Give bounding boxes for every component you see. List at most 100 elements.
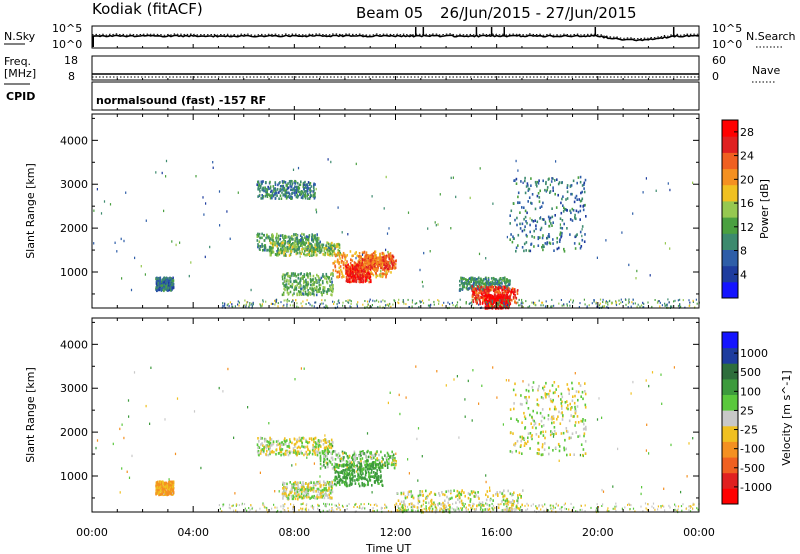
- echo-cell: [331, 496, 333, 500]
- echo-cell: [547, 235, 549, 238]
- echo-cell: [579, 218, 581, 221]
- echo-cell: [371, 304, 373, 306]
- echo-cell: [352, 277, 355, 280]
- echo-cell: [369, 479, 371, 482]
- echo-cell: [401, 509, 403, 512]
- echo-cell: [340, 268, 342, 272]
- echo-cell: [345, 484, 348, 488]
- echo-cell: [272, 250, 275, 254]
- echo-cell: [486, 291, 489, 295]
- echo-cell: [380, 300, 382, 303]
- echo-cell: [281, 275, 284, 278]
- echo-cell: [266, 440, 268, 443]
- echo-cell: [291, 182, 293, 186]
- echo-cell: [488, 297, 491, 301]
- echo-cell: [485, 301, 487, 304]
- echo-cell: [666, 304, 668, 307]
- echo-cell: [290, 284, 292, 288]
- echo-cell: [321, 451, 324, 455]
- echo-cell: [295, 482, 297, 486]
- echo-cell: [484, 305, 487, 309]
- echo-cell: [410, 490, 412, 493]
- echo-cell: [561, 197, 563, 201]
- echo-cell: [500, 299, 503, 303]
- echo-cell: [303, 275, 306, 278]
- echo-cell: [566, 304, 568, 307]
- echo-cell: [172, 281, 174, 285]
- echo-cell: [365, 455, 367, 459]
- echo-cell: [533, 245, 535, 248]
- echo-cell: [310, 280, 312, 284]
- echo-cell: [477, 277, 479, 281]
- echo-cell: [514, 218, 516, 222]
- echo-cell: [383, 253, 385, 257]
- echo-cell: [325, 441, 328, 444]
- echo-cell: [338, 275, 341, 278]
- echo-cell: [283, 252, 285, 256]
- echo-cell: [249, 302, 251, 304]
- echo-cell: [495, 304, 497, 307]
- echo-cell: [285, 247, 287, 251]
- echo-cell: [320, 247, 323, 251]
- echo-cell: [395, 460, 397, 463]
- echo-cell: [331, 467, 334, 470]
- echo-cell: [321, 450, 324, 453]
- echo-cell: [476, 298, 478, 301]
- echo-cell: [328, 276, 330, 279]
- echo-cell: [297, 188, 299, 191]
- echo-cell: [351, 469, 354, 473]
- echo-cell: [390, 255, 392, 258]
- echo-cell: [167, 281, 170, 285]
- echo-cell: [300, 492, 303, 495]
- echo-cell: [273, 243, 276, 246]
- echo-cell: [615, 302, 617, 305]
- echo-cell: [544, 242, 547, 245]
- echo-cell: [578, 306, 580, 308]
- echo-cell: [295, 246, 297, 250]
- echo-cell: [270, 194, 272, 197]
- echo-cell: [322, 286, 325, 289]
- echo-cell: [517, 201, 519, 204]
- echo-cell: [446, 495, 448, 499]
- echo-cell: [493, 282, 495, 285]
- echo-cell: [379, 470, 382, 473]
- echo-cell: [632, 212, 634, 215]
- echo-cell: [554, 214, 556, 217]
- echo-cell: [323, 306, 325, 309]
- echo-cell: [291, 243, 293, 246]
- echo-cell: [384, 461, 386, 465]
- echo-cell: [296, 185, 298, 189]
- echo-cell: [520, 302, 522, 305]
- echo-cell: [480, 289, 482, 293]
- echo-cell: [358, 454, 361, 458]
- echo-cell: [291, 192, 293, 195]
- echo-cell: [611, 301, 613, 304]
- echo-cell: [542, 201, 544, 205]
- echo-cell: [559, 223, 561, 226]
- echo-cell: [461, 280, 463, 283]
- echo-cell: [291, 274, 293, 277]
- echo-cell: [270, 190, 272, 194]
- plot-area: [92, 114, 699, 308]
- echo-cell: [356, 457, 358, 460]
- echo-cell: [276, 244, 278, 248]
- echo-cell: [277, 302, 279, 305]
- echo-cell: [257, 245, 259, 249]
- echo-cell: [258, 232, 261, 236]
- echo-cell: [332, 262, 334, 265]
- echo-cell: [303, 446, 306, 449]
- echo-cell: [339, 477, 342, 481]
- echo-cell: [301, 436, 303, 440]
- echo-cell: [503, 302, 505, 305]
- echo-cell: [290, 188, 292, 192]
- echo-cell: [390, 267, 393, 270]
- echo-cell: [300, 241, 303, 245]
- echo-cell: [172, 286, 174, 290]
- echo-cell: [288, 254, 291, 257]
- echo-cell: [584, 233, 586, 236]
- echo-cell: [328, 446, 331, 449]
- echo-cell: [368, 477, 371, 480]
- echo-cell: [474, 509, 476, 513]
- echo-cell: [374, 255, 376, 258]
- echo-cell: [302, 196, 304, 200]
